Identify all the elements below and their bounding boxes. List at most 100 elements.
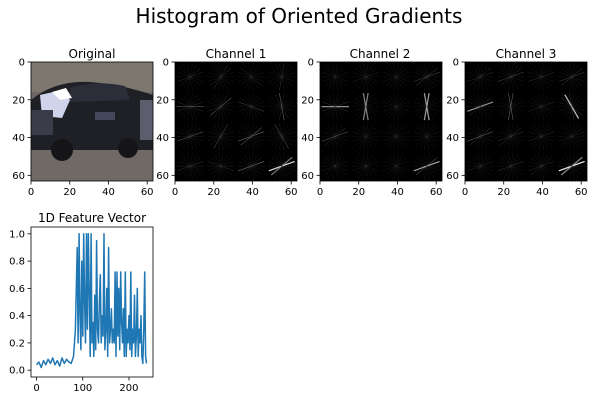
hog-cell [558, 152, 586, 180]
hog-orientation-line [218, 152, 224, 180]
hog-orientation-line [328, 124, 343, 149]
x-tick-label: 20 [497, 187, 510, 198]
hog-orientation-line [355, 157, 377, 176]
hog-orientation-line [322, 161, 349, 172]
hog-orientation-line [569, 63, 575, 91]
hog-orientation-line [177, 71, 204, 82]
hog-orientation-line [530, 157, 552, 176]
hog-orientation-line [213, 64, 228, 89]
hog-orientation-line [503, 154, 518, 179]
x-tick-label: 20 [207, 187, 220, 198]
hog-cell [413, 152, 441, 180]
hog-orientation-line [467, 101, 494, 112]
hog-orientation-line [500, 127, 522, 146]
hog-orientation-line [352, 71, 379, 82]
hog-orientation-line [238, 161, 265, 172]
hog-cell [527, 152, 555, 180]
hog-orientation-line [177, 101, 204, 112]
hog-orientation-line [467, 131, 494, 142]
hog-orientation-line [240, 67, 262, 86]
hog-orientation-line [558, 101, 585, 112]
hog-orientation-line [393, 63, 399, 91]
hog-orientation-line [416, 97, 438, 116]
hog-orientation-line [473, 124, 488, 149]
hog-orientation-line [564, 64, 579, 89]
hog-cell [466, 93, 494, 121]
panel-title-channel-3: Channel 3 [496, 47, 557, 61]
hog-orientation-line [477, 152, 483, 180]
hog-orientation-line [322, 71, 349, 82]
hog-cell [352, 122, 380, 150]
hog-orientation-line [183, 124, 198, 149]
hog-orientation-line [419, 124, 434, 149]
y-tick-label: 20 [301, 95, 314, 106]
hog-orientation-line [268, 161, 295, 172]
hog-orientation-line [355, 67, 377, 86]
hog-orientation-line [183, 64, 198, 89]
hog-orientation-line [389, 94, 404, 119]
hog-orientation-line [473, 154, 488, 179]
hog-orientation-line [271, 127, 293, 146]
hog-orientation-line [564, 64, 579, 89]
hog-orientation-line [385, 67, 407, 86]
hog-orientation-line [332, 152, 338, 180]
panel-channel-2: Channel 2 [319, 47, 443, 182]
hog-orientation-line [177, 101, 204, 112]
hog-orientation-line [467, 161, 494, 172]
hog-orientation-line [416, 127, 438, 146]
hog-orientation-line [279, 63, 285, 91]
y-tick-label: 60 [12, 171, 25, 182]
hog-orientation-line [389, 94, 404, 119]
hog-orientation-line [416, 157, 438, 176]
hog-orientation-line [363, 122, 369, 150]
x-tick-label: 40 [246, 187, 259, 198]
hog-orientation-line [183, 64, 198, 89]
hog-cells [321, 63, 441, 180]
hog-orientation-line [210, 67, 232, 86]
hog-orientation-line [497, 71, 524, 82]
hog-orientation-line [477, 63, 483, 91]
hog-orientation-line [503, 64, 518, 89]
hog-orientation-line [419, 124, 434, 149]
hog-orientation-line [352, 131, 379, 142]
hog-orientation-line [324, 127, 346, 146]
hog-orientation-line [500, 157, 522, 176]
hog-orientation-line [389, 154, 404, 179]
hog-orientation-line [183, 124, 198, 149]
hog-orientation-line [424, 152, 430, 180]
hog-orientation-line [210, 157, 232, 176]
x-tick-label: 0 [28, 187, 34, 198]
hog-orientation-line [218, 93, 224, 121]
y-tick-label: 40 [446, 133, 459, 144]
hog-orientation-line [332, 63, 338, 91]
panel-title-channel-1: Channel 1 [206, 47, 267, 61]
hog-orientation-line [416, 127, 438, 146]
hog-orientation-line [218, 122, 224, 150]
hog-orientation-line [322, 101, 349, 112]
x-tick-label: 0 [462, 187, 468, 198]
hog-orientation-line [238, 131, 265, 142]
hog-orientation-line [385, 127, 407, 146]
hog-orientation-line [423, 92, 430, 121]
hog-orientation-line [497, 161, 524, 172]
hog-orientation-line [473, 64, 488, 89]
hog-orientation-line [324, 127, 346, 146]
hog-orientation-line [352, 161, 379, 172]
hog-cell [237, 152, 265, 180]
hog-orientation-line [413, 131, 440, 142]
hog-cell [176, 152, 204, 180]
x-tick-label: 40 [102, 187, 115, 198]
hog-orientation-line [530, 97, 552, 116]
hog-orientation-line [274, 64, 289, 89]
hog-cell [352, 63, 380, 91]
hog-orientation-line [328, 94, 343, 119]
hog-orientation-line [473, 124, 488, 149]
hog-orientation-line [279, 93, 285, 121]
hog-orientation-line [218, 152, 224, 180]
hog-orientation-line [240, 157, 262, 176]
hog-orientation-line [244, 154, 259, 179]
hog-orientation-line [389, 124, 404, 149]
hog-orientation-line [383, 101, 410, 112]
hog-orientation-line [179, 127, 201, 146]
hog-orientation-line [383, 101, 410, 112]
